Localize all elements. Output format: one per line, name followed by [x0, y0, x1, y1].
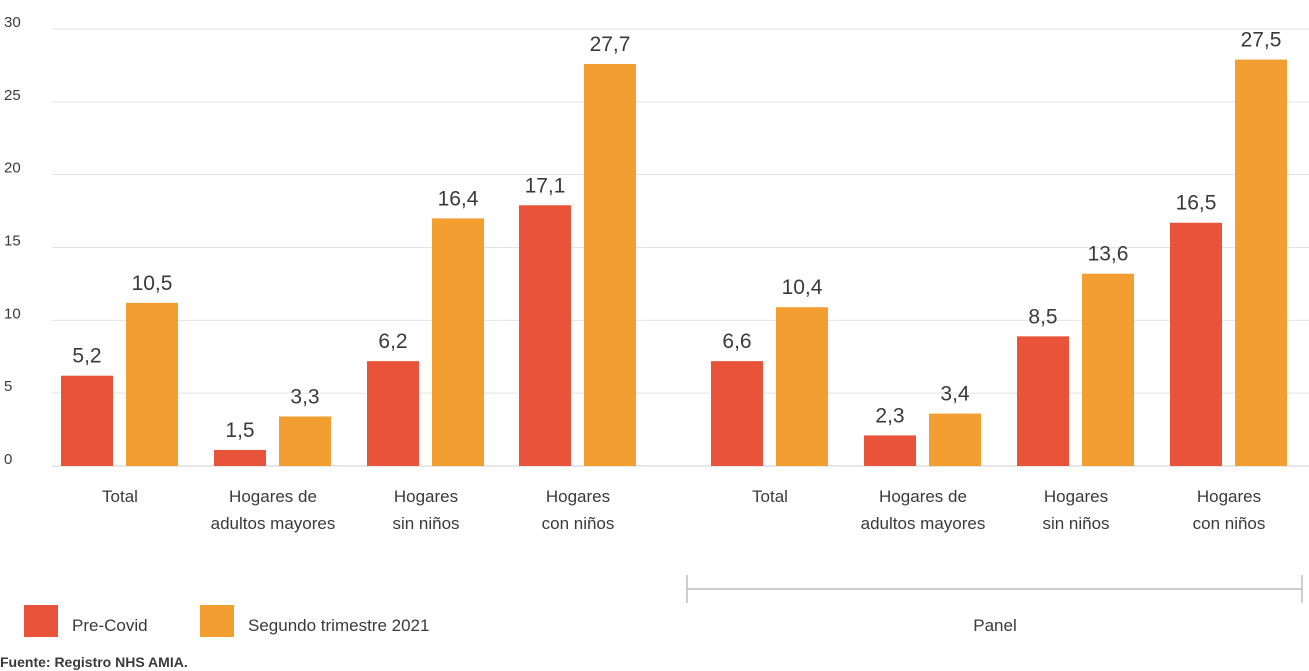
- category-label: Hogares de: [229, 487, 317, 506]
- bar: [432, 218, 484, 466]
- bar: [519, 205, 571, 467]
- category-label: Hogares: [1044, 487, 1108, 506]
- data-label: 6,6: [722, 330, 751, 353]
- y-axis: 0 5 10 15 20 25 30: [4, 14, 21, 468]
- data-label: 10,4: [782, 276, 823, 299]
- category-label: adultos mayores: [861, 514, 986, 533]
- y-tick-label: 0: [4, 451, 12, 468]
- data-label: 13,6: [1088, 243, 1129, 266]
- data-label: 10,5: [132, 272, 173, 295]
- data-label: 8,5: [1028, 305, 1057, 328]
- y-tick-label: 5: [4, 378, 12, 395]
- bar: [1235, 59, 1287, 467]
- data-label: 27,5: [1241, 29, 1282, 52]
- category-label: adultos mayores: [211, 514, 336, 533]
- bar: [864, 435, 916, 466]
- category-label: Hogares de: [879, 487, 967, 506]
- y-tick-label: 20: [4, 160, 21, 177]
- bar: [367, 361, 419, 466]
- data-label: 17,1: [525, 174, 566, 197]
- data-label: 6,2: [378, 330, 407, 353]
- bar: [61, 375, 113, 466]
- gridlines: [52, 28, 1309, 467]
- category-label: sin niños: [392, 514, 459, 533]
- legend: Pre-Covid Segundo trimestre 2021: [24, 605, 429, 637]
- bar: [1170, 222, 1222, 466]
- bars: [61, 59, 1287, 467]
- data-label: 27,7: [590, 33, 631, 56]
- bar: [279, 416, 331, 466]
- category-label: Hogares: [394, 487, 458, 506]
- y-tick-label: 30: [4, 14, 21, 31]
- data-label: 1,5: [225, 419, 254, 442]
- bar: [584, 63, 636, 467]
- category-label: Hogares: [546, 487, 610, 506]
- legend-label-segundo-trimestre: Segundo trimestre 2021: [248, 616, 429, 635]
- y-tick-label: 25: [4, 87, 21, 104]
- category-label: con niños: [542, 514, 615, 533]
- category-label: Total: [102, 487, 138, 506]
- data-label: 3,4: [940, 383, 970, 406]
- y-tick-label: 15: [4, 233, 21, 250]
- bar: [711, 361, 763, 466]
- data-label: 16,4: [438, 187, 479, 210]
- source-note: Fuente: Registro NHS AMIA.: [0, 654, 188, 670]
- category-label: con niños: [1193, 514, 1266, 533]
- bar: [929, 413, 981, 466]
- category-label: Total: [752, 487, 788, 506]
- legend-swatch-segundo-trimestre: [200, 605, 234, 637]
- bar: [1017, 336, 1069, 466]
- legend-label-pre-covid: Pre-Covid: [72, 616, 148, 635]
- data-label: 5,2: [72, 345, 101, 368]
- category-labels: Total Hogares de adultos mayores Hogares sin…: [102, 487, 1265, 533]
- bar: [776, 307, 828, 466]
- panel-label: Panel: [973, 616, 1016, 635]
- data-labels: 5,2 1,5 6,2 17,1 6,6 2,3 8,5 16,5 10,5 3,3 16,4 27,…: [72, 29, 1281, 442]
- data-label: 3,3: [290, 385, 319, 408]
- bar: [1082, 273, 1134, 466]
- data-label: 2,3: [875, 404, 904, 427]
- y-tick-label: 10: [4, 305, 21, 322]
- bar: [126, 302, 178, 466]
- data-label: 16,5: [1176, 192, 1217, 215]
- bar: [214, 449, 266, 466]
- category-label: sin niños: [1042, 514, 1109, 533]
- category-label: Hogares: [1197, 487, 1261, 506]
- legend-swatch-pre-covid: [24, 605, 58, 637]
- panel-bracket: Panel: [686, 575, 1303, 635]
